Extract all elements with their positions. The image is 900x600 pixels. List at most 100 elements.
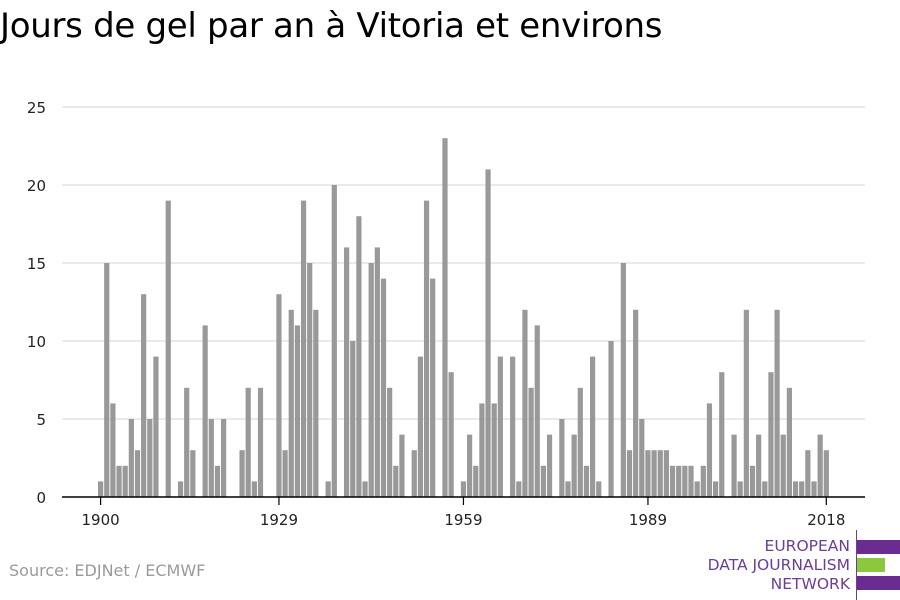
- bar-1992[interactable]: [663, 450, 669, 497]
- bar-1951[interactable]: [411, 450, 417, 497]
- bar-1995[interactable]: [682, 465, 688, 497]
- bar-1932[interactable]: [294, 325, 300, 497]
- bar-1906[interactable]: [134, 450, 141, 497]
- bar-1970[interactable]: [528, 387, 534, 497]
- bar-1983[interactable]: [608, 341, 614, 497]
- bar-2005[interactable]: [743, 309, 749, 497]
- bar-1967[interactable]: [510, 356, 516, 497]
- bar-1985[interactable]: [620, 263, 626, 497]
- bar-1908[interactable]: [147, 419, 153, 497]
- bar-1968[interactable]: [516, 481, 522, 497]
- bar-1945[interactable]: [374, 247, 380, 497]
- bar-2015[interactable]: [805, 450, 811, 497]
- bar-1965[interactable]: [497, 356, 503, 497]
- bar-2018[interactable]: [823, 450, 829, 497]
- bar-2006[interactable]: [749, 465, 756, 497]
- bar-1952[interactable]: [417, 356, 423, 497]
- bar-1918[interactable]: [208, 419, 214, 497]
- bar-1954[interactable]: [430, 278, 436, 497]
- bar-1933[interactable]: [300, 200, 307, 497]
- bar-1930[interactable]: [282, 450, 288, 497]
- bar-1926[interactable]: [257, 387, 264, 497]
- bar-1971[interactable]: [534, 325, 540, 497]
- bar-2000[interactable]: [713, 481, 719, 497]
- bar-1986[interactable]: [626, 450, 633, 497]
- bar-1991[interactable]: [657, 450, 663, 497]
- bar-1953[interactable]: [423, 200, 430, 497]
- bar-2016[interactable]: [811, 481, 817, 497]
- bar-1963[interactable]: [485, 169, 491, 497]
- bar-1947[interactable]: [387, 387, 393, 497]
- bar-1923[interactable]: [239, 450, 245, 497]
- bar-1917[interactable]: [202, 325, 208, 497]
- bar-1924[interactable]: [245, 387, 251, 497]
- bar-1988[interactable]: [639, 419, 645, 497]
- bar-1969[interactable]: [522, 309, 528, 497]
- bar-1940[interactable]: [344, 247, 350, 497]
- bar-1935[interactable]: [313, 309, 319, 497]
- bar-1964[interactable]: [491, 403, 497, 497]
- bar-2003[interactable]: [731, 434, 737, 497]
- bar-1996[interactable]: [688, 465, 694, 497]
- bar-1942[interactable]: [356, 216, 362, 497]
- bar-1978[interactable]: [577, 387, 583, 497]
- bar-1997[interactable]: [694, 481, 700, 497]
- bar-1979[interactable]: [583, 465, 590, 497]
- bar-1973[interactable]: [546, 434, 553, 497]
- bar-1948[interactable]: [393, 465, 399, 497]
- bar-2013[interactable]: [792, 481, 799, 497]
- bar-1999[interactable]: [706, 403, 713, 497]
- bar-2008[interactable]: [762, 481, 768, 497]
- bar-1915[interactable]: [190, 450, 196, 497]
- bar-1905[interactable]: [128, 419, 134, 497]
- bar-1941[interactable]: [350, 341, 356, 497]
- bar-1904[interactable]: [122, 465, 128, 497]
- bar-1934[interactable]: [307, 263, 313, 497]
- bar-1907[interactable]: [141, 294, 147, 497]
- bar-1929[interactable]: [276, 294, 282, 497]
- bar-1975[interactable]: [559, 419, 565, 497]
- bar-1909[interactable]: [153, 356, 159, 497]
- bar-1994[interactable]: [676, 465, 682, 497]
- bar-1998[interactable]: [700, 465, 706, 497]
- bar-1977[interactable]: [571, 434, 577, 497]
- bar-1989[interactable]: [645, 450, 651, 497]
- bar-1900[interactable]: [98, 481, 104, 497]
- bar-1957[interactable]: [448, 372, 454, 497]
- bar-2001[interactable]: [719, 372, 725, 497]
- bar-1911[interactable]: [165, 200, 171, 497]
- edjnet-logo[interactable]: EUROPEAN DATA JOURNALISM NETWORK: [700, 530, 900, 600]
- bar-1944[interactable]: [368, 263, 374, 497]
- bar-1902[interactable]: [110, 403, 116, 497]
- bar-1959[interactable]: [460, 481, 467, 497]
- bar-1961[interactable]: [473, 465, 479, 497]
- bar-1943[interactable]: [362, 481, 368, 497]
- bar-1925[interactable]: [251, 481, 257, 497]
- bar-2007[interactable]: [756, 434, 762, 497]
- bar-1976[interactable]: [565, 481, 571, 497]
- bar-1903[interactable]: [116, 465, 122, 497]
- bar-1980[interactable]: [590, 356, 596, 497]
- bar-1914[interactable]: [184, 387, 190, 497]
- bar-2010[interactable]: [774, 309, 780, 497]
- bar-1931[interactable]: [288, 309, 294, 497]
- bar-1990[interactable]: [651, 450, 657, 497]
- bar-1993[interactable]: [669, 465, 676, 497]
- bar-1901[interactable]: [104, 263, 110, 497]
- bar-1913[interactable]: [177, 481, 184, 497]
- bar-1981[interactable]: [596, 481, 602, 497]
- bar-2004[interactable]: [737, 481, 743, 497]
- bar-2009[interactable]: [768, 372, 774, 497]
- bar-1919[interactable]: [214, 465, 221, 497]
- bar-1937[interactable]: [325, 481, 331, 497]
- bar-1920[interactable]: [221, 419, 227, 497]
- bar-1949[interactable]: [399, 434, 405, 497]
- bar-2017[interactable]: [817, 434, 823, 497]
- bar-1956[interactable]: [442, 138, 448, 497]
- bar-1962[interactable]: [479, 403, 485, 497]
- bar-1972[interactable]: [540, 465, 546, 497]
- bar-1938[interactable]: [331, 185, 337, 497]
- bar-1987[interactable]: [633, 309, 639, 497]
- bar-2014[interactable]: [799, 481, 805, 497]
- bar-2012[interactable]: [786, 387, 792, 497]
